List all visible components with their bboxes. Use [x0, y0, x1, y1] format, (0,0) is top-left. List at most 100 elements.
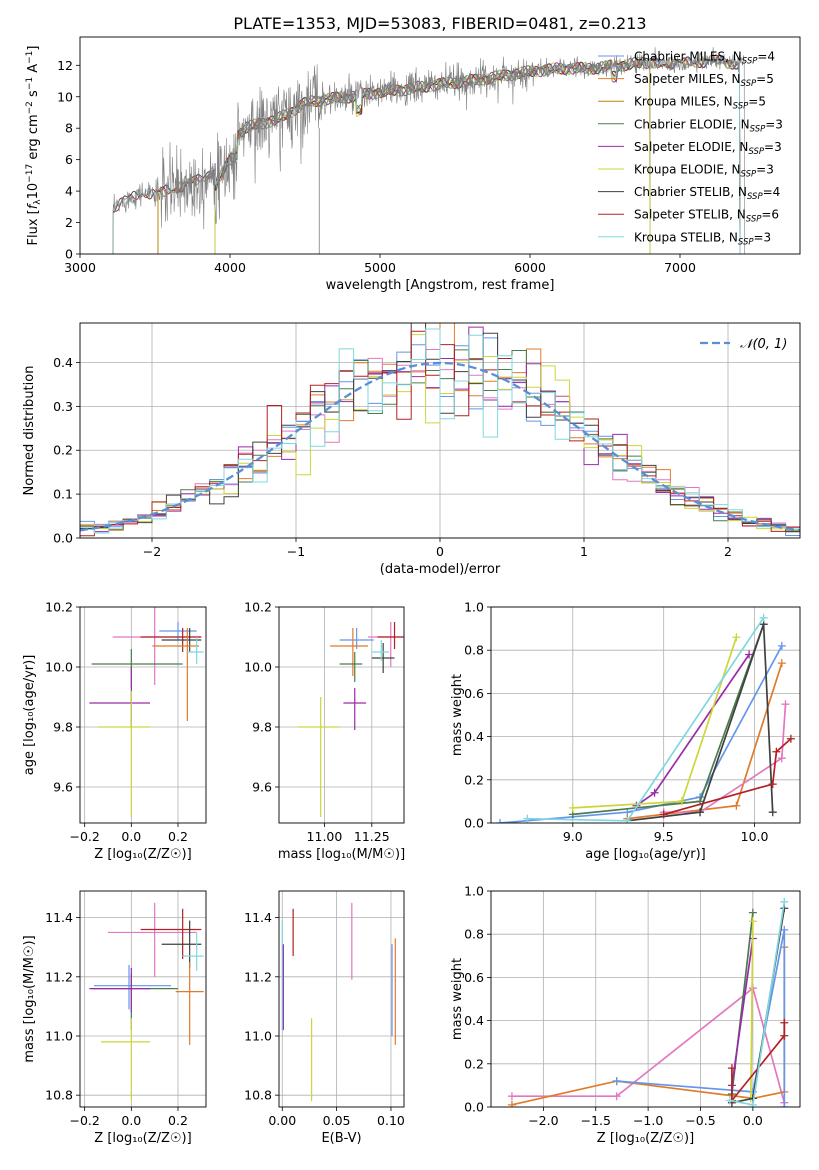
- y-axis-label-part: −2: [25, 101, 35, 114]
- weight-marker: [768, 808, 777, 817]
- y-axis-label: mass [log₁₀(M/M☉)]: [22, 935, 37, 1062]
- legend-label-part: Kroupa MILES, N: [634, 95, 733, 109]
- y-tick-label: 0.2: [464, 772, 484, 787]
- legend-label: Chabrier ELODIE, NSSP=3: [634, 117, 783, 134]
- plot-area: [496, 613, 795, 823]
- weight-marker: [777, 641, 786, 650]
- y-tick-label: 10: [57, 89, 73, 104]
- x-tick-label: 0: [436, 544, 444, 559]
- weight-marker: [772, 747, 781, 756]
- panel-mass-weight-vs-age: 9.0 9.5 10.0 0.0 0.2 0.4 0.6 0.8 1.0 age [log₁₀(a…: [450, 600, 801, 862]
- weight-marker: [612, 1077, 621, 1086]
- y-axis-label: mass weight: [450, 958, 465, 1040]
- y-tick-label: 10.8: [244, 1088, 272, 1103]
- x-axis-label: wavelength [Angstrom, rest frame]: [326, 278, 555, 293]
- x-axis-label: (data-model)/error: [380, 562, 501, 577]
- weight-marker: [780, 1018, 789, 1027]
- weight-marker: [768, 780, 777, 789]
- weight-marker: [677, 797, 686, 806]
- error-bar-point: [368, 622, 403, 667]
- legend-label: Kroupa MILES, NSSP=5: [634, 95, 766, 112]
- y-tick-label: 0.4: [464, 729, 484, 744]
- plot-area: [89, 902, 204, 1102]
- legend-label: Salpeter STELIB, NSSP=6: [634, 208, 779, 225]
- y-tick-label: 0.0: [464, 816, 484, 831]
- y-tick-label: 9.6: [252, 780, 272, 795]
- y-tick-label: 0.2: [464, 1056, 484, 1071]
- x-tick-label: −1.5: [581, 1113, 611, 1128]
- weight-marker: [748, 917, 757, 926]
- error-bar-point: [108, 902, 197, 977]
- weight-marker: [623, 816, 632, 823]
- legend-label-part: SSP: [738, 237, 754, 247]
- x-tick-label: 4000: [214, 260, 246, 275]
- y-tick-label: 0.4: [464, 1013, 484, 1028]
- y-tick-label: 9.8: [53, 720, 73, 735]
- x-tick-label: 1: [580, 544, 588, 559]
- y-axis-label-part: λ: [33, 199, 43, 205]
- y-tick-label: 10.0: [244, 660, 272, 675]
- y-tick-label: 9.6: [53, 780, 73, 795]
- y-tick-label: 1.0: [464, 600, 484, 615]
- x-tick-label: −1: [287, 544, 305, 559]
- error-bar-point: [101, 1018, 150, 1102]
- x-tick-label: 0.05: [323, 1113, 351, 1128]
- weight-marker: [507, 1092, 516, 1101]
- weight-marker: [781, 700, 790, 709]
- y-tick-label: 10.0: [45, 660, 73, 675]
- y-tick-label: 0.3: [53, 399, 73, 414]
- error-bar-point: [89, 667, 150, 727]
- axes-border: [79, 890, 207, 1108]
- weight-line: [731, 938, 754, 1086]
- y-tick-label: 0.6: [464, 686, 484, 701]
- y-axis-label: age [log₁₀(age/yr)]: [22, 655, 37, 776]
- y-axis-label-part: f: [26, 202, 41, 209]
- weight-marker: [696, 808, 705, 817]
- y-tick-label: 11.0: [244, 1028, 272, 1043]
- y-axis-label-part: s: [26, 90, 41, 101]
- axes-frame: −2 −1 0 1 2 0.0 0.1 0.2 0.3 0.4 (data-model)/error…: [22, 322, 801, 577]
- y-tick-label: 2: [65, 215, 73, 230]
- legend-label-part: Chabrier STELIB, N: [634, 185, 747, 199]
- x-axis-label: age [log₁₀(age/yr)]: [585, 847, 706, 862]
- error-bar-point: [187, 637, 204, 664]
- weight-marker: [732, 801, 741, 810]
- y-tick-label: 11.0: [45, 1028, 73, 1043]
- legend-label: Chabrier MILES, NSSP=4: [634, 50, 775, 67]
- y-axis-label-part: 10: [26, 183, 41, 200]
- legend-label-part: Salpeter MILES, N: [634, 72, 741, 86]
- legend-label: 𝒩(0, 1): [740, 337, 787, 352]
- error-bar-point: [377, 622, 404, 649]
- legend-label-part: Kroupa STELIB, N: [634, 230, 738, 244]
- x-tick-label: 10.0: [741, 829, 769, 844]
- legend-label: Salpeter ELODIE, NSSP=3: [634, 140, 782, 157]
- weight-marker: [659, 810, 668, 819]
- panel-residuals: −2 −1 0 1 2 0.0 0.1 0.2 0.3 0.4 (data-model)/error…: [22, 322, 801, 577]
- y-tick-label: 0.6: [464, 970, 484, 985]
- legend-label: Salpeter MILES, NSSP=5: [634, 72, 774, 89]
- x-tick-label: 6000: [514, 260, 546, 275]
- x-tick-label: −2: [143, 544, 161, 559]
- weight-line: [663, 738, 792, 816]
- x-tick-label: 5000: [364, 260, 396, 275]
- figure-title: PLATE=1353, MJD=53083, FIBERID=0481, z=0…: [233, 14, 646, 33]
- y-tick-label: 6: [65, 152, 73, 167]
- weight-marker: [727, 1064, 736, 1073]
- y-tick-label: 0.1: [53, 487, 73, 502]
- y-tick-label: 0.0: [464, 1100, 484, 1115]
- y-tick-label: 9.8: [252, 720, 272, 735]
- weight-line: [527, 617, 765, 822]
- weight-marker: [786, 734, 795, 743]
- panel-mass-weight-vs-Z: −2.0 −1.5 −1.0 −0.5 0.0 0.0 0.2 0.4 0.6 0.8 1.0 Z […: [450, 884, 801, 1146]
- panel-age-vs-Z: −0.2 0.0 0.2 9.6 9.8 10.0 10.2 Z [log₁₀(Z/Z☉)] a…: [22, 600, 207, 862]
- weight-marker: [780, 1103, 789, 1107]
- plot-area: [507, 897, 789, 1107]
- y-tick-label: 10.2: [244, 600, 272, 615]
- x-axis-label: Z [log₁₀(Z/Z☉)]: [94, 847, 191, 862]
- error-bar-point: [371, 643, 395, 673]
- y-axis-label-part: −1: [25, 51, 35, 64]
- plot-area: [112, 47, 745, 254]
- legend-label-part: Salpeter STELIB, N: [634, 208, 746, 222]
- error-bar-point: [91, 973, 178, 1031]
